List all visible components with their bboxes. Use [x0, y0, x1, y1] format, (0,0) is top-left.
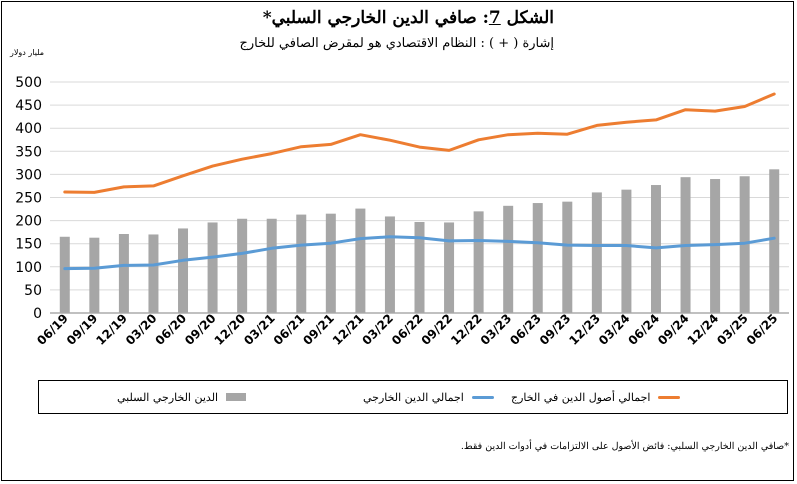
bar	[178, 228, 189, 313]
y-tick-label: 50	[24, 283, 42, 299]
x-tick-label: 12/19	[93, 311, 130, 348]
footnote: *صافي الدين الخارجي السلبي: فائض الأصول …	[460, 441, 789, 452]
x-tick-label: 03/25	[714, 311, 751, 348]
x-tick-label: 03/20	[123, 311, 160, 348]
x-tick-label: 03/21	[241, 311, 278, 348]
bar	[148, 234, 159, 313]
series-line-orange	[63, 92, 776, 194]
x-tick-label: 09/19	[64, 311, 101, 348]
bar	[325, 213, 336, 313]
bar	[266, 218, 277, 313]
x-tick-label: 09/24	[655, 311, 692, 348]
chart-title: الشكل 7: صافي الدين الخارجي السلبي*	[150, 8, 554, 28]
x-tick-label: 09/23	[537, 311, 574, 348]
x-tick-label: 03/22	[359, 311, 396, 348]
y-axis-unit: مليار دولار	[10, 48, 45, 57]
x-tick-label: 09/21	[300, 311, 337, 348]
bar	[237, 218, 248, 313]
bar	[562, 201, 573, 313]
x-tick-label: 03/23	[478, 311, 515, 348]
title-text: : صافي الدين الخارجي السلبي*	[262, 8, 489, 28]
legend-orange-label: اجمالي أصول الدين في الخارج	[511, 390, 651, 404]
legend-bar-swatch	[226, 393, 247, 401]
legend-bar-label: الدين الخارجي السلبي	[117, 390, 219, 404]
x-tick-label: 09/20	[182, 311, 219, 348]
x-tick-label: 06/20	[153, 311, 190, 348]
bar	[414, 221, 425, 313]
chart-plot: 05010015020025030035040045050006/1909/19…	[15, 75, 789, 348]
y-tick-label: 400	[15, 121, 42, 137]
bar	[207, 222, 218, 313]
x-tick-label: 12/22	[448, 311, 485, 348]
bar	[621, 189, 632, 313]
y-tick-label: 350	[15, 144, 42, 160]
legend-item-orange: اجمالي أصول الدين في الخارج	[511, 381, 681, 413]
bar	[89, 237, 100, 313]
legend-item-blue: اجمالي الدين الخارجي	[363, 381, 494, 413]
legend-orange-swatch	[658, 395, 681, 399]
bar	[355, 208, 366, 313]
legend: اجمالي أصول الدين في الخارج اجمالي الدين…	[38, 380, 788, 414]
bar	[503, 205, 514, 313]
bar	[296, 214, 307, 313]
x-tick-label: 06/21	[271, 311, 308, 348]
y-tick-label: 100	[15, 260, 42, 276]
series-line-blue	[63, 235, 776, 271]
bar	[59, 236, 70, 313]
legend-blue-swatch	[471, 395, 494, 399]
bar	[384, 216, 395, 313]
bar	[532, 203, 543, 313]
x-tick-label: 06/22	[389, 311, 426, 348]
title-number: 7	[488, 8, 501, 28]
bar	[591, 192, 602, 313]
x-tick-label: 12/23	[566, 311, 603, 348]
bar	[769, 169, 780, 313]
y-tick-label: 250	[15, 191, 42, 207]
y-tick-label: 0	[33, 306, 42, 322]
legend-item-bars: الدين الخارجي السلبي	[117, 381, 247, 413]
bar	[444, 222, 455, 313]
x-tick-label: 06/23	[507, 311, 544, 348]
y-tick-label: 450	[15, 98, 42, 114]
x-tick-label: 06/25	[744, 311, 781, 348]
y-tick-label: 300	[15, 167, 42, 183]
x-tick-label: 12/24	[685, 311, 722, 348]
y-tick-label: 500	[15, 75, 42, 91]
bar	[473, 211, 484, 313]
x-tick-label: 12/20	[212, 311, 249, 348]
legend-blue-label: اجمالي الدين الخارجي	[363, 390, 464, 404]
title-prefix: الشكل	[506, 8, 554, 28]
y-tick-label: 200	[15, 214, 42, 230]
y-tick-label: 150	[15, 237, 42, 253]
x-tick-label: 06/24	[625, 311, 662, 348]
chart-subtitle: إشارة ( + ) : النظام الاقتصادي هو لمقرض …	[239, 36, 554, 51]
x-tick-label: 12/21	[330, 311, 367, 348]
bar	[118, 233, 129, 313]
x-tick-label: 03/24	[596, 311, 633, 348]
x-tick-label: 09/22	[419, 311, 456, 348]
